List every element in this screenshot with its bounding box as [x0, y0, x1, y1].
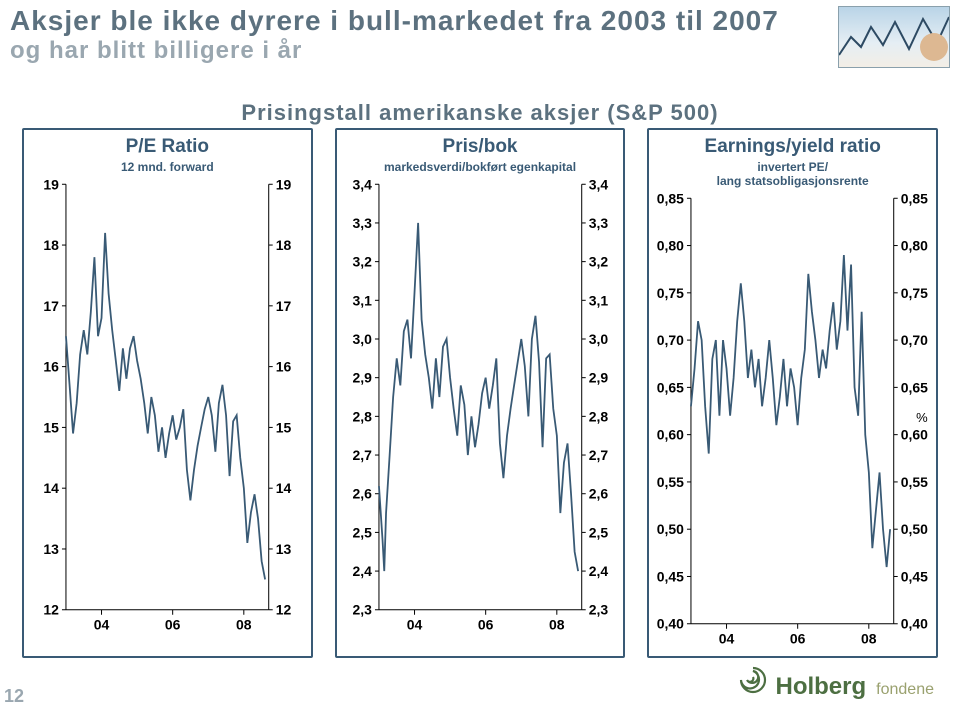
panel-pe-title: P/E Ratio — [30, 136, 305, 158]
svg-text:04: 04 — [406, 617, 422, 633]
titles-block: Aksjer ble ikke dyrere i bull-markedet f… — [10, 6, 838, 65]
svg-text:2,4: 2,4 — [352, 563, 372, 579]
svg-text:14: 14 — [43, 480, 59, 496]
svg-text:19: 19 — [43, 178, 59, 192]
svg-text:06: 06 — [165, 617, 181, 633]
svg-text:2,9: 2,9 — [352, 370, 372, 386]
svg-text:2,3: 2,3 — [352, 602, 372, 618]
svg-text:08: 08 — [549, 617, 565, 633]
svg-text:0,60: 0,60 — [657, 427, 684, 443]
svg-text:0,50: 0,50 — [657, 521, 684, 537]
panel-pe: P/E Ratio 12 mnd. forward 12 12 13 13 14 14 15… — [22, 128, 313, 658]
panel-ey: Earnings/yield ratio invertert PE/lang s… — [647, 128, 938, 658]
svg-text:2,8: 2,8 — [352, 408, 372, 424]
svg-text:16: 16 — [276, 359, 292, 375]
svg-text:0,60: 0,60 — [901, 427, 928, 443]
svg-text:18: 18 — [276, 237, 292, 253]
svg-text:15: 15 — [276, 419, 292, 435]
thumbnail-image — [838, 6, 950, 68]
page-subtitle: og har blitt billigere i år — [10, 37, 838, 65]
svg-text:0,85: 0,85 — [657, 192, 684, 206]
svg-text:15: 15 — [43, 419, 59, 435]
panel-ey-title: Earnings/yield ratio — [655, 136, 930, 158]
panel-pb-sub: markedsverdi/bokført egenkapital — [343, 160, 618, 174]
svg-text:0,50: 0,50 — [901, 521, 928, 537]
svg-text:2,9: 2,9 — [588, 370, 608, 386]
logo-name: Holberg — [775, 673, 866, 701]
panel-pb: Pris/bok markedsverdi/bokført egenkapita… — [335, 128, 626, 658]
panel-pe-chart: 12 12 13 13 14 14 15 15 16 16 17 17 18 18 19 19 04 06 08 — [30, 178, 305, 652]
svg-text:%: % — [916, 410, 928, 425]
svg-text:3,3: 3,3 — [588, 215, 608, 231]
logo-swirl-icon — [739, 666, 767, 694]
svg-text:0,70: 0,70 — [901, 332, 928, 348]
svg-text:2,7: 2,7 — [588, 447, 608, 463]
svg-text:0,75: 0,75 — [901, 285, 928, 301]
svg-text:0,80: 0,80 — [901, 238, 928, 254]
svg-text:3,1: 3,1 — [352, 292, 372, 308]
svg-text:2,7: 2,7 — [352, 447, 372, 463]
page-title: Aksjer ble ikke dyrere i bull-markedet f… — [10, 6, 838, 35]
svg-text:3,0: 3,0 — [352, 331, 372, 347]
svg-text:0,85: 0,85 — [901, 192, 928, 206]
svg-text:3,0: 3,0 — [588, 331, 608, 347]
svg-text:08: 08 — [236, 617, 252, 633]
svg-text:2,8: 2,8 — [588, 408, 608, 424]
svg-text:0,70: 0,70 — [657, 332, 684, 348]
svg-text:06: 06 — [790, 631, 806, 647]
svg-text:3,3: 3,3 — [352, 215, 372, 231]
svg-text:16: 16 — [43, 359, 59, 375]
svg-text:3,1: 3,1 — [588, 292, 608, 308]
svg-text:0,65: 0,65 — [657, 379, 684, 395]
svg-text:3,2: 3,2 — [352, 254, 372, 270]
svg-text:3,2: 3,2 — [588, 254, 608, 270]
svg-text:0,55: 0,55 — [901, 474, 928, 490]
svg-text:04: 04 — [719, 631, 735, 647]
header-bar: Aksjer ble ikke dyrere i bull-markedet f… — [10, 6, 950, 68]
svg-text:2,6: 2,6 — [588, 486, 608, 502]
panel-ey-sub: invertert PE/lang statsobligasjonsrente — [655, 160, 930, 188]
svg-text:2,3: 2,3 — [588, 602, 608, 618]
logo-block: Holberg fondene — [739, 666, 934, 701]
svg-text:0,45: 0,45 — [901, 568, 928, 584]
svg-text:3,4: 3,4 — [588, 178, 608, 192]
svg-text:2,5: 2,5 — [352, 524, 372, 540]
svg-text:0,55: 0,55 — [657, 474, 684, 490]
panel-ey-chart: 0,40 0,40 0,45 0,45 0,50 0,50 0,55 0,55 0,60 0,60… — [655, 192, 930, 652]
svg-text:2,6: 2,6 — [352, 486, 372, 502]
svg-text:2,5: 2,5 — [588, 524, 608, 540]
panel-pb-title: Pris/bok — [343, 136, 618, 158]
svg-text:04: 04 — [94, 617, 110, 633]
slide: Aksjer ble ikke dyrere i bull-markedet f… — [0, 0, 960, 713]
svg-text:0,65: 0,65 — [901, 379, 928, 395]
logo-sub: fondene — [876, 681, 934, 699]
svg-text:0,40: 0,40 — [657, 616, 684, 632]
panels-row: P/E Ratio 12 mnd. forward 12 12 13 13 14 14 15… — [22, 128, 938, 658]
svg-text:13: 13 — [43, 541, 59, 557]
svg-text:0,80: 0,80 — [657, 238, 684, 254]
chart-overtitle: Prisingstall amerikanske aksjer (S&P 500… — [0, 100, 960, 126]
svg-text:12: 12 — [276, 602, 292, 618]
svg-text:0,75: 0,75 — [657, 285, 684, 301]
svg-text:17: 17 — [43, 298, 59, 314]
svg-text:17: 17 — [276, 298, 292, 314]
page-number: 12 — [4, 686, 24, 707]
svg-text:2,4: 2,4 — [588, 563, 608, 579]
svg-text:06: 06 — [478, 617, 494, 633]
svg-text:18: 18 — [43, 237, 59, 253]
svg-text:3,4: 3,4 — [352, 178, 372, 192]
svg-text:13: 13 — [276, 541, 292, 557]
svg-text:19: 19 — [276, 178, 292, 192]
svg-text:0,45: 0,45 — [657, 568, 684, 584]
svg-text:0,40: 0,40 — [901, 616, 928, 632]
svg-text:08: 08 — [861, 631, 877, 647]
panel-pb-chart: 2,3 2,3 2,4 2,4 2,5 2,5 2,6 2,6 2,7 2,7 2,8 2,8 2,9 2… — [343, 178, 618, 652]
panel-pe-sub: 12 mnd. forward — [30, 160, 305, 174]
svg-text:12: 12 — [43, 602, 59, 618]
svg-text:14: 14 — [276, 480, 292, 496]
